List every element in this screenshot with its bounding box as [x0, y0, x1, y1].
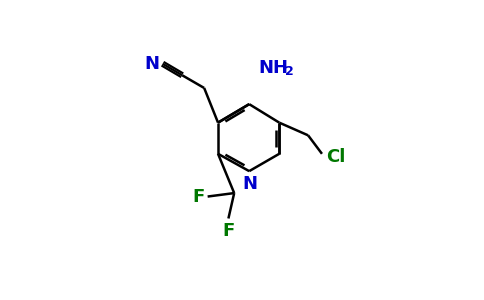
Text: N: N — [144, 55, 159, 73]
Text: F: F — [222, 222, 235, 240]
Text: Cl: Cl — [327, 148, 346, 166]
Text: N: N — [243, 175, 258, 193]
Text: 2: 2 — [285, 65, 294, 78]
Text: F: F — [192, 188, 204, 206]
Text: NH: NH — [258, 59, 288, 77]
